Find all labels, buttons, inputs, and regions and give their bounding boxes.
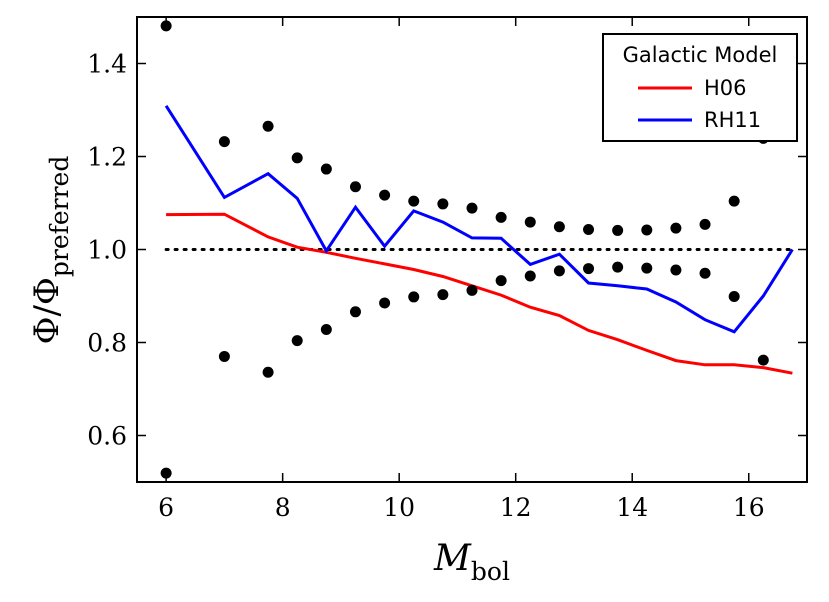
data-point-upper xyxy=(466,202,478,214)
data-point-lower xyxy=(437,289,449,301)
legend-box xyxy=(602,33,798,142)
data-point-lower xyxy=(262,366,274,378)
data-point-upper xyxy=(553,221,565,233)
y-tick-label: 0.8 xyxy=(87,329,127,358)
data-point-upper xyxy=(437,198,449,210)
data-point-upper xyxy=(524,216,536,228)
data-point-upper xyxy=(291,152,303,164)
y-tick-label: 0.6 xyxy=(87,422,127,451)
series-layer xyxy=(164,104,794,375)
data-point-lower xyxy=(408,291,420,303)
data-point-upper xyxy=(218,136,230,148)
x-tick-label: 6 xyxy=(158,493,174,522)
y-tick-label: 1.4 xyxy=(87,50,127,79)
data-point-upper xyxy=(699,218,711,230)
data-point-lower xyxy=(466,284,478,296)
y-axis-label-slash: / xyxy=(27,304,67,316)
data-point-lower xyxy=(641,262,653,274)
legend-label-rh11: RH11 xyxy=(704,108,761,132)
data-point-lower xyxy=(699,267,711,279)
data-point-lower xyxy=(495,275,507,287)
x-axis-label-main: M xyxy=(433,538,472,579)
x-tick-label: 8 xyxy=(275,493,291,522)
ticks-layer: 6 8 10 12 14 16 0.6 0.8 1.0 1.2 1.4 xyxy=(87,17,807,522)
y-tick-label: 1.0 xyxy=(87,236,127,265)
data-point-lower xyxy=(524,270,536,282)
data-point-upper xyxy=(728,195,740,207)
data-point-lower xyxy=(553,265,565,277)
data-point-upper xyxy=(495,211,507,223)
series-line-rh11 xyxy=(164,104,794,334)
x-tick-label: 16 xyxy=(733,493,765,522)
x-axis-label: Mbol xyxy=(433,538,510,586)
data-point-upper xyxy=(349,181,361,193)
x-tick-label: 10 xyxy=(383,493,415,522)
data-point-lower xyxy=(670,264,682,276)
legend-title: Galactic Model xyxy=(623,43,778,67)
x-axis-label-sub: bol xyxy=(471,557,510,586)
data-point-lower xyxy=(218,350,230,362)
data-point-upper xyxy=(641,224,653,236)
data-point-lower xyxy=(583,263,595,275)
y-axis-label: Φ/Φpreferred xyxy=(27,156,74,345)
y-tick-label: 1.2 xyxy=(87,143,127,172)
data-point-lower xyxy=(728,290,740,302)
data-point-upper xyxy=(262,120,274,132)
series-line-h06 xyxy=(166,212,793,375)
legend: Galactic Model H06 RH11 xyxy=(602,33,798,142)
y-axis-label-sub: preferred xyxy=(45,156,74,278)
data-point-upper xyxy=(408,195,420,207)
y-axis-label-phi: Φ xyxy=(27,316,67,344)
x-tick-label: 12 xyxy=(500,493,532,522)
data-point-lower xyxy=(320,323,332,335)
y-axis-label-phi2: Φ xyxy=(27,277,67,305)
data-point-lower xyxy=(349,306,361,318)
data-point-lower xyxy=(757,354,769,366)
data-point-lower xyxy=(291,335,303,347)
data-point-upper xyxy=(670,222,682,234)
data-point-lower xyxy=(379,297,391,309)
data-point-upper xyxy=(320,163,332,175)
data-point-upper xyxy=(583,224,595,236)
data-point-lower xyxy=(612,261,624,273)
x-tick-label: 14 xyxy=(616,493,648,522)
data-point-upper xyxy=(612,224,624,236)
data-point-upper xyxy=(379,189,391,201)
legend-label-h06: H06 xyxy=(704,76,747,100)
